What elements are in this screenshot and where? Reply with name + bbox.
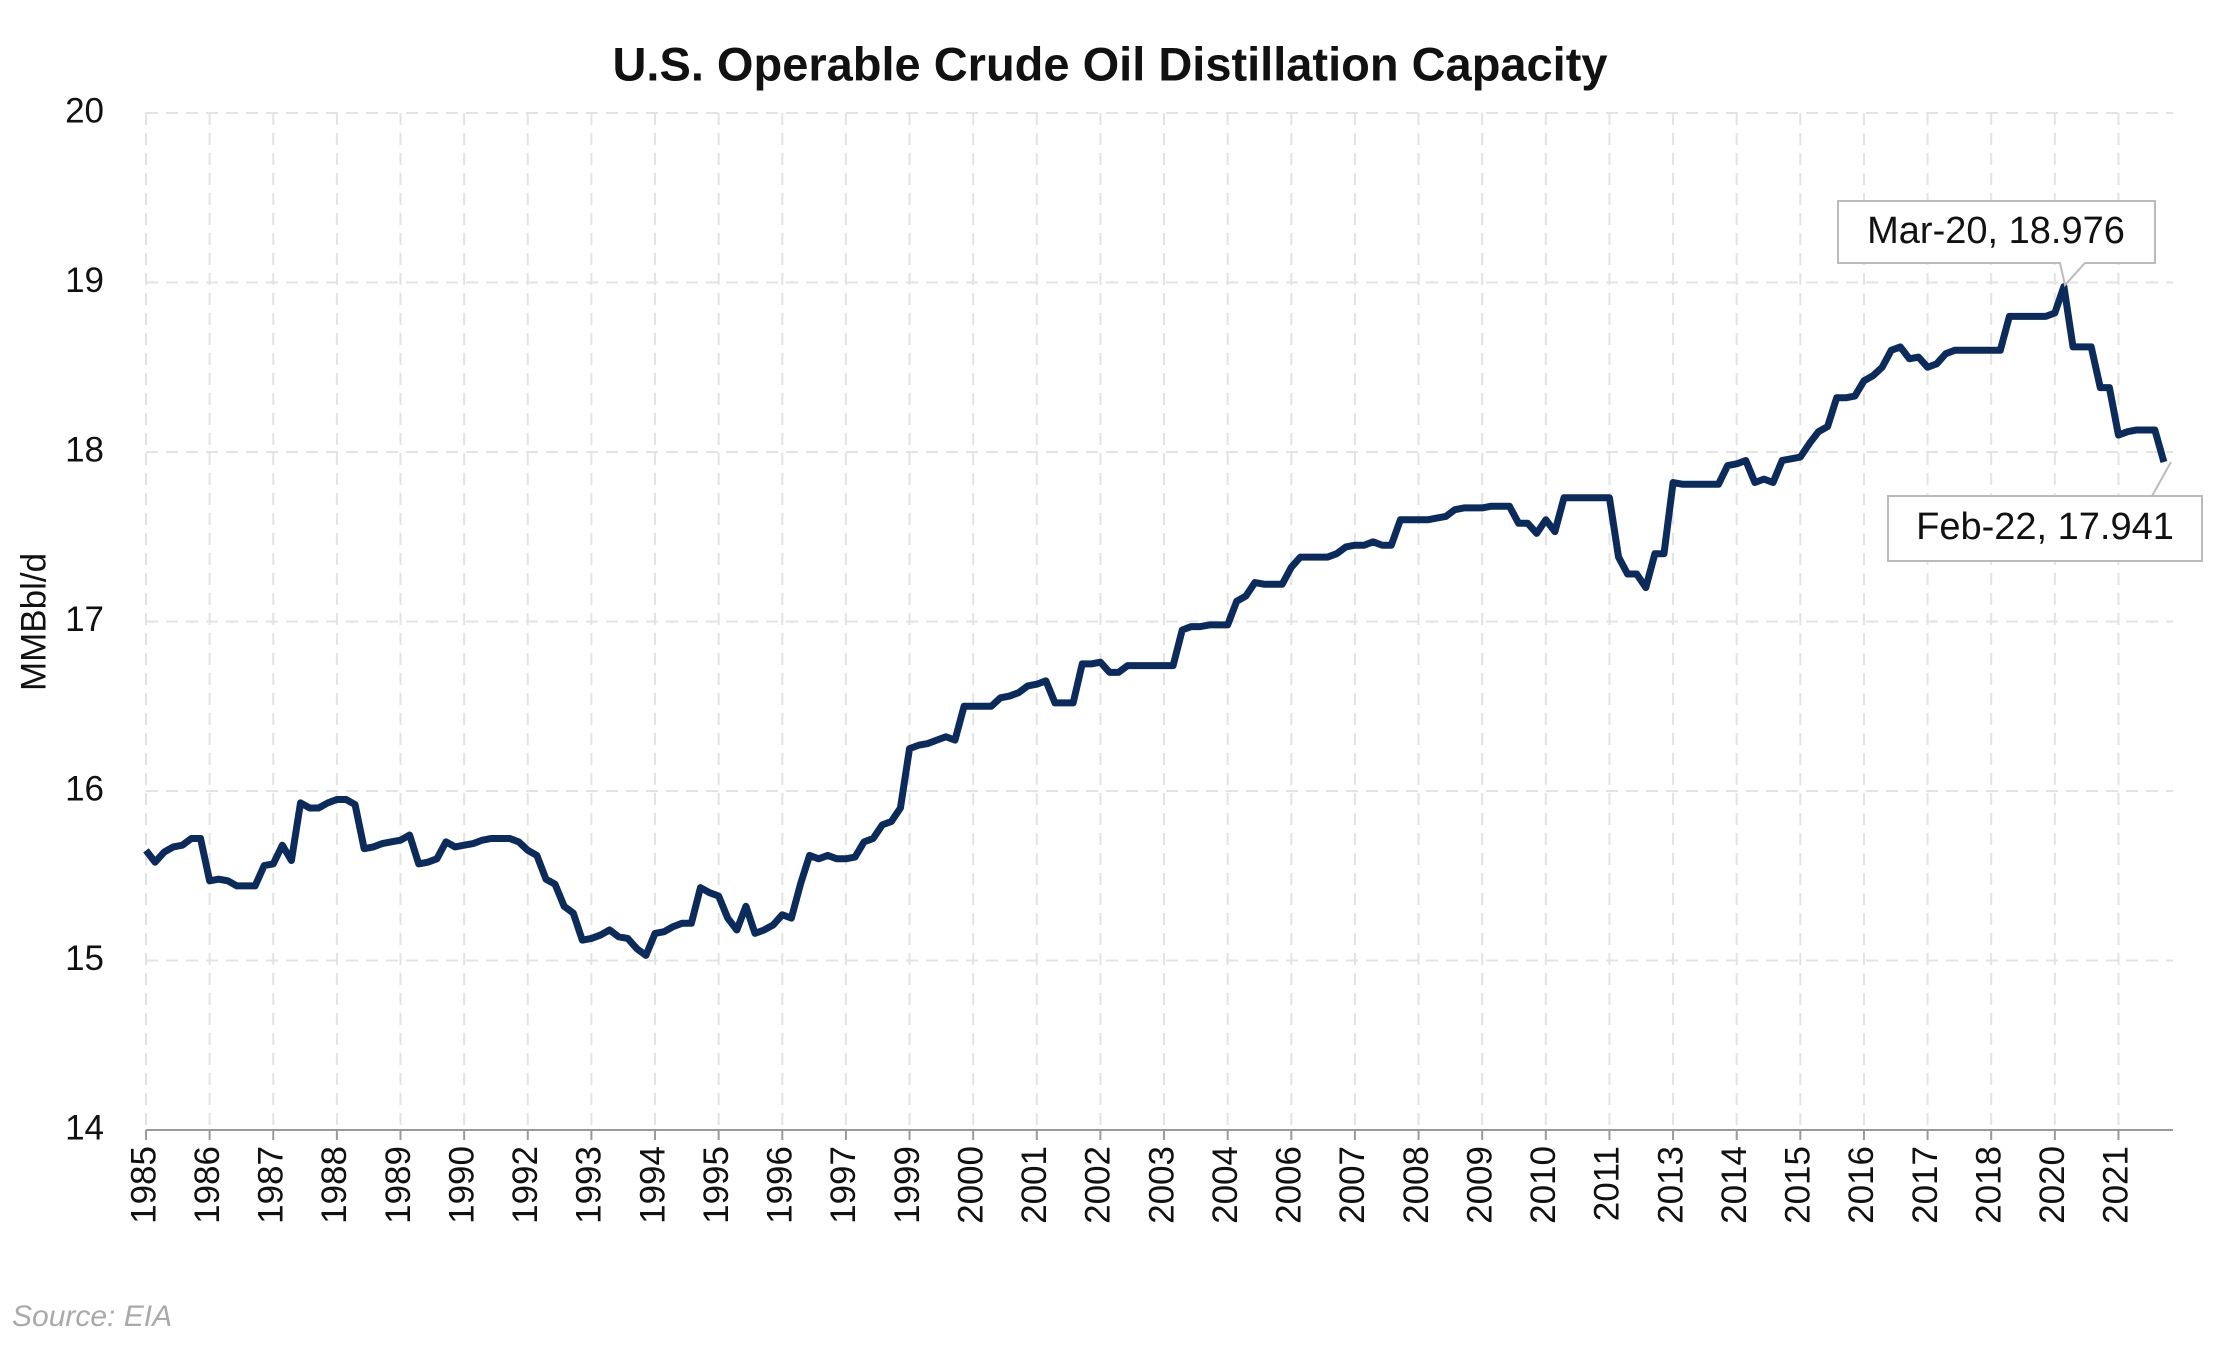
x-tick-label: 2006 — [1270, 1146, 1309, 1224]
x-tick-label: 1985 — [124, 1146, 163, 1224]
x-tick-label: 2010 — [1524, 1146, 1563, 1224]
y-tick-label: 15 — [65, 939, 104, 978]
data-line — [143, 283, 2168, 959]
y-tick-label: 19 — [65, 261, 104, 300]
y-tick-label: 14 — [65, 1108, 104, 1147]
x-tick-label: 2000 — [951, 1146, 990, 1224]
x-tick-label: 1986 — [188, 1146, 227, 1224]
x-tick-label: 2014 — [1715, 1146, 1754, 1224]
x-tick-label: 2021 — [2097, 1146, 2136, 1224]
x-tick-label: 2008 — [1397, 1146, 1436, 1224]
x-tick-label: 2002 — [1079, 1146, 1118, 1224]
y-axis-label: MMBbl/d — [14, 553, 53, 691]
x-tick-label: 1995 — [697, 1146, 736, 1224]
annotation-last: Feb-22, 17.941 — [1887, 461, 2203, 562]
y-tick-label: 18 — [65, 430, 104, 469]
x-tick-label: 2016 — [1842, 1146, 1881, 1224]
annotation-box — [1837, 200, 2156, 288]
annotation-box — [1887, 495, 2203, 562]
source-note: Source: EIA — [12, 1300, 172, 1333]
x-tick-label: 2009 — [1460, 1146, 1499, 1224]
x-tick-label: 2015 — [1779, 1146, 1818, 1224]
x-tick-label: 2013 — [1651, 1146, 1690, 1224]
x-tick-label: 1994 — [633, 1146, 672, 1224]
marks — [143, 283, 2168, 959]
y-tick-label: 17 — [65, 600, 104, 639]
annotation-leader — [2151, 461, 2172, 497]
chart-title: U.S. Operable Crude Oil Distillation Cap… — [612, 37, 1607, 90]
x-tick-label: 2017 — [1906, 1146, 1945, 1224]
x-tick-label: 1993 — [570, 1146, 609, 1224]
x-tick-label: 1999 — [888, 1146, 927, 1224]
x-tick-label: 2011 — [1588, 1146, 1627, 1221]
x-tick-label: 2007 — [1333, 1146, 1372, 1224]
x-tick-label: 1996 — [761, 1146, 800, 1224]
x-tick-label: 2018 — [1969, 1146, 2008, 1224]
x-tick-label: 2004 — [1206, 1146, 1245, 1224]
x-tick-label: 1987 — [252, 1146, 291, 1224]
annotation-text: Feb-22, 17.941 — [1916, 506, 2174, 548]
annotation-peak: Mar-20, 18.976 — [1837, 200, 2156, 288]
x-tick-label: 1997 — [824, 1146, 863, 1224]
x-tick-label: 1990 — [442, 1146, 481, 1224]
annotation-text: Mar-20, 18.976 — [1867, 210, 2125, 252]
y-tick-label: 20 — [65, 91, 104, 130]
x-tick-label: 1992 — [506, 1146, 545, 1224]
y-tick-label: 16 — [65, 769, 104, 808]
grid: 14 15 16 17 18 19 20 1985 1986 1987 1988 1989 1990 19… — [65, 91, 2173, 1224]
x-tick-label: 2001 — [1015, 1146, 1054, 1224]
x-tick-label: 2020 — [2033, 1146, 2072, 1224]
x-tick-label: 1988 — [315, 1146, 354, 1224]
x-tick-label: 1989 — [379, 1146, 418, 1224]
x-tick-label: 2003 — [1142, 1146, 1181, 1224]
